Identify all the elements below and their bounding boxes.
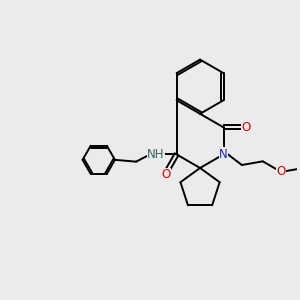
Text: O: O — [161, 168, 170, 182]
Text: O: O — [242, 121, 251, 134]
Text: O: O — [277, 165, 286, 178]
Text: N: N — [219, 148, 228, 161]
Text: NH: NH — [147, 148, 165, 161]
